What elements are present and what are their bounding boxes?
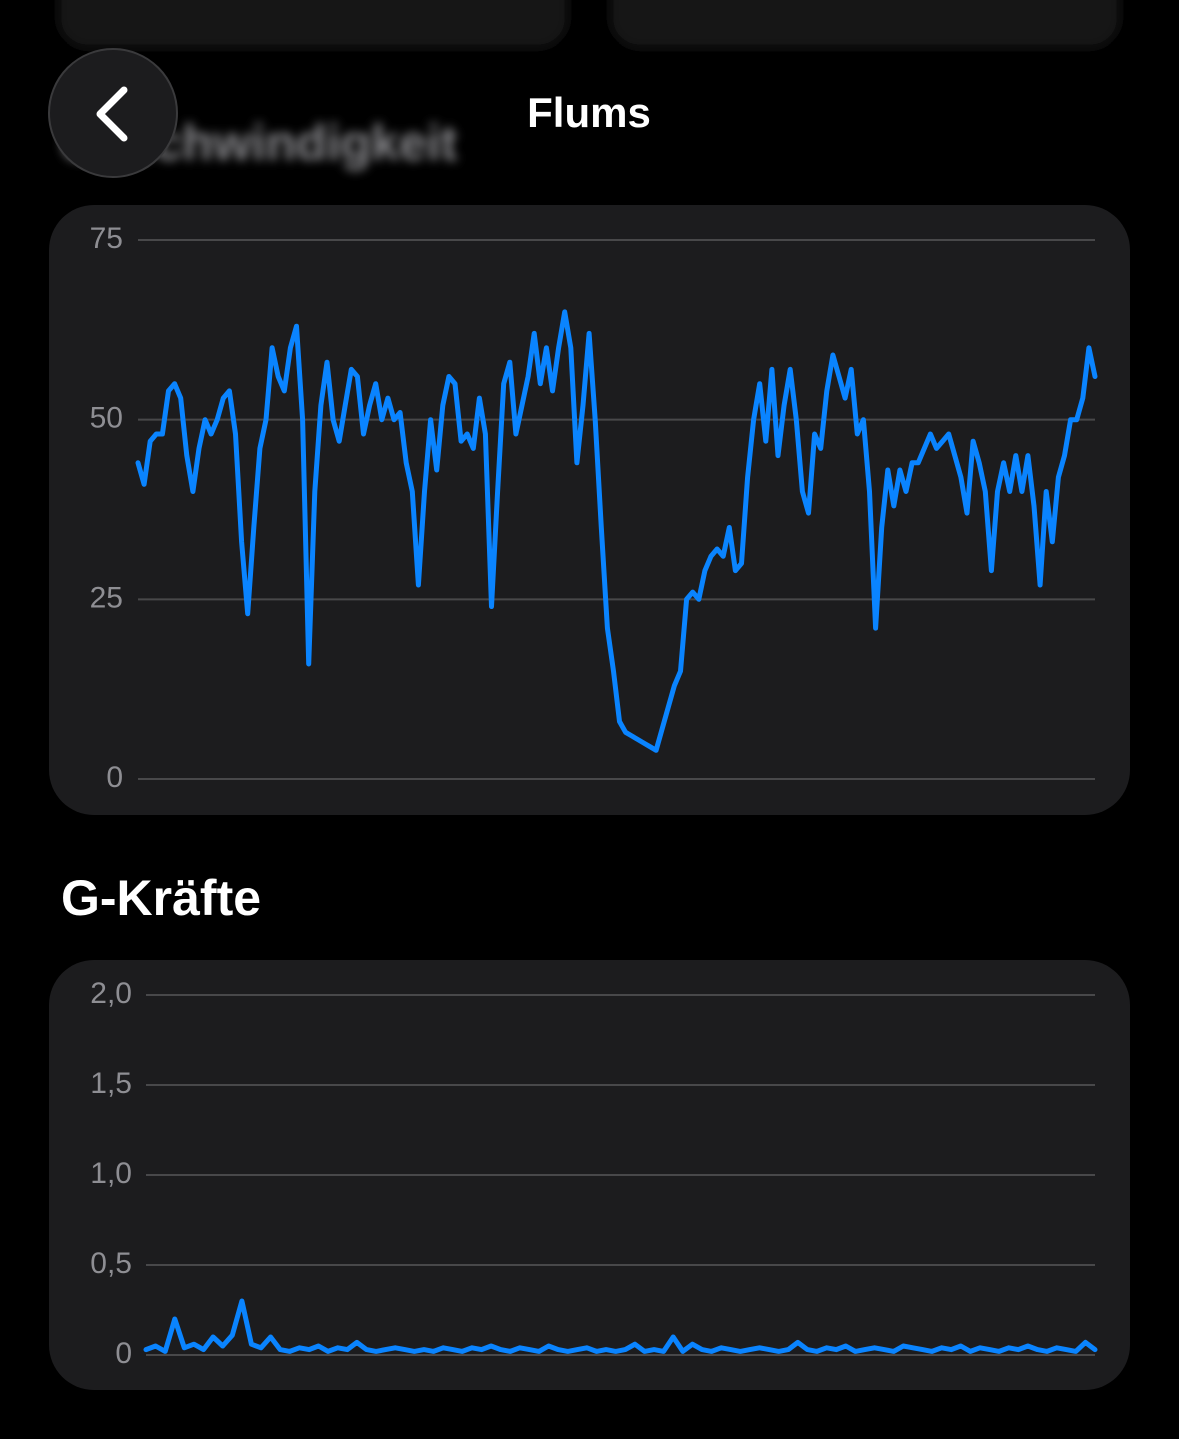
blurred-tab (58, 0, 568, 48)
y-tick-label: 25 (90, 581, 123, 614)
blurred-tab (610, 0, 1120, 48)
data-line (143, 1298, 1098, 1354)
section-heading: G-Kräfte (61, 870, 261, 926)
back-button-bg[interactable] (48, 48, 178, 178)
y-tick-label: 0 (106, 761, 123, 794)
y-tick-label: 2,0 (90, 977, 132, 1010)
screen-title: Flums (527, 89, 651, 136)
data-line (135, 309, 1098, 753)
back-button[interactable] (48, 48, 178, 178)
y-tick-label: 1,0 (90, 1157, 132, 1190)
y-tick-label: 50 (90, 402, 123, 435)
back-icon[interactable] (96, 86, 128, 142)
y-tick-label: 0 (115, 1337, 132, 1370)
y-tick-label: 1,5 (90, 1067, 132, 1100)
y-tick-label: 0,5 (90, 1247, 132, 1280)
chart-card (49, 205, 1130, 815)
y-tick-label: 75 (90, 222, 123, 255)
